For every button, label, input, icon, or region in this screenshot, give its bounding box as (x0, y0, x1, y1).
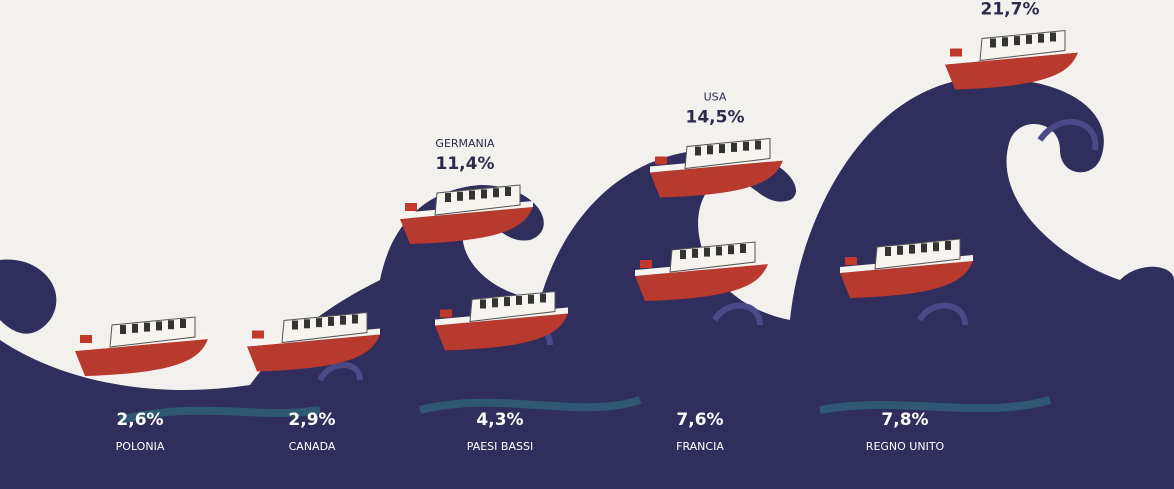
boat-hull (650, 160, 783, 198)
boat-window (755, 140, 761, 150)
wave-curls (317, 119, 1099, 382)
boat-window (933, 242, 939, 252)
category-label: GERMANIA (435, 137, 495, 150)
boat (650, 137, 783, 198)
boat-window (1026, 34, 1032, 44)
value-label: 11,4% (436, 154, 495, 174)
value-label: 7,8% (881, 410, 928, 430)
boat-window (921, 243, 927, 253)
category-label: POLONIA (116, 440, 165, 453)
boat-window (743, 141, 749, 151)
boat-flag (950, 48, 962, 57)
boat-window (504, 297, 510, 307)
boat-window (120, 325, 126, 334)
category-label: CANADA (289, 440, 336, 453)
boat-flag (405, 203, 417, 211)
value-label: 2,9% (288, 410, 335, 430)
boat-window (897, 245, 903, 255)
boat-window (1050, 32, 1056, 42)
boat-window (457, 191, 463, 201)
boat-window (352, 314, 358, 324)
value-label: 4,3% (476, 410, 523, 430)
boat-window (540, 293, 546, 303)
boat-window (328, 316, 334, 326)
boat-window (990, 38, 996, 48)
boat-hull (840, 261, 973, 298)
category-label: FRANCIA (676, 440, 724, 453)
boat-hull (945, 52, 1078, 90)
boat-hull (247, 334, 380, 372)
boat-window (740, 244, 746, 253)
boat-hull (400, 207, 533, 244)
boat-window (292, 320, 298, 330)
value-label: 7,6% (676, 410, 723, 430)
boat-window (885, 247, 891, 256)
boat (247, 311, 380, 372)
boat-flag (655, 156, 667, 165)
boat-window (1014, 36, 1020, 46)
boat-window (719, 144, 725, 154)
boat-window (680, 250, 686, 259)
category-label: REGNO UNITO (866, 440, 945, 453)
boat-flag (845, 257, 857, 265)
boat-window (945, 241, 951, 250)
boat-window (707, 145, 713, 155)
boat-window (180, 319, 186, 328)
boat-window (704, 247, 710, 257)
wave-foam (119, 396, 1052, 424)
boat (840, 238, 973, 298)
boat-flag (440, 309, 452, 318)
boat-window (1038, 33, 1044, 43)
boat-hull (435, 313, 568, 351)
boat-flag (640, 260, 652, 268)
boat-window (505, 187, 511, 196)
boat-window (156, 321, 162, 331)
boat (435, 290, 568, 351)
boat-window (695, 146, 701, 156)
boat-window (1002, 37, 1008, 47)
boat-window (492, 298, 498, 308)
category-label: USA (704, 91, 727, 104)
boat-window (469, 190, 475, 200)
boat (635, 241, 768, 301)
boat-window (316, 318, 322, 328)
boat-window (132, 323, 138, 333)
boat-window (481, 189, 487, 199)
boat-window (909, 244, 915, 254)
boat-window (716, 246, 722, 256)
boat-window (168, 320, 174, 330)
boat (75, 316, 208, 376)
boat-window (144, 322, 150, 332)
boat (945, 29, 1078, 90)
value-label: 14,5% (686, 108, 745, 128)
value-label: 2,6% (116, 410, 163, 430)
boat-window (692, 248, 698, 258)
boat-window (340, 315, 346, 325)
boat-window (516, 295, 522, 305)
boat-window (728, 245, 734, 255)
waves (0, 78, 1174, 489)
boat-window (493, 188, 499, 198)
boat-window (304, 319, 310, 329)
boat-flag (80, 335, 92, 343)
category-label: PAESI BASSI (467, 440, 533, 453)
boat-window (480, 299, 486, 309)
boat-window (528, 294, 534, 304)
boat-window (731, 142, 737, 152)
boat-hull (635, 264, 768, 301)
value-label: 21,7% (981, 0, 1040, 20)
boat-hull (75, 339, 208, 376)
boat (400, 184, 533, 244)
boat-flag (252, 330, 264, 339)
boat-window (445, 193, 451, 202)
